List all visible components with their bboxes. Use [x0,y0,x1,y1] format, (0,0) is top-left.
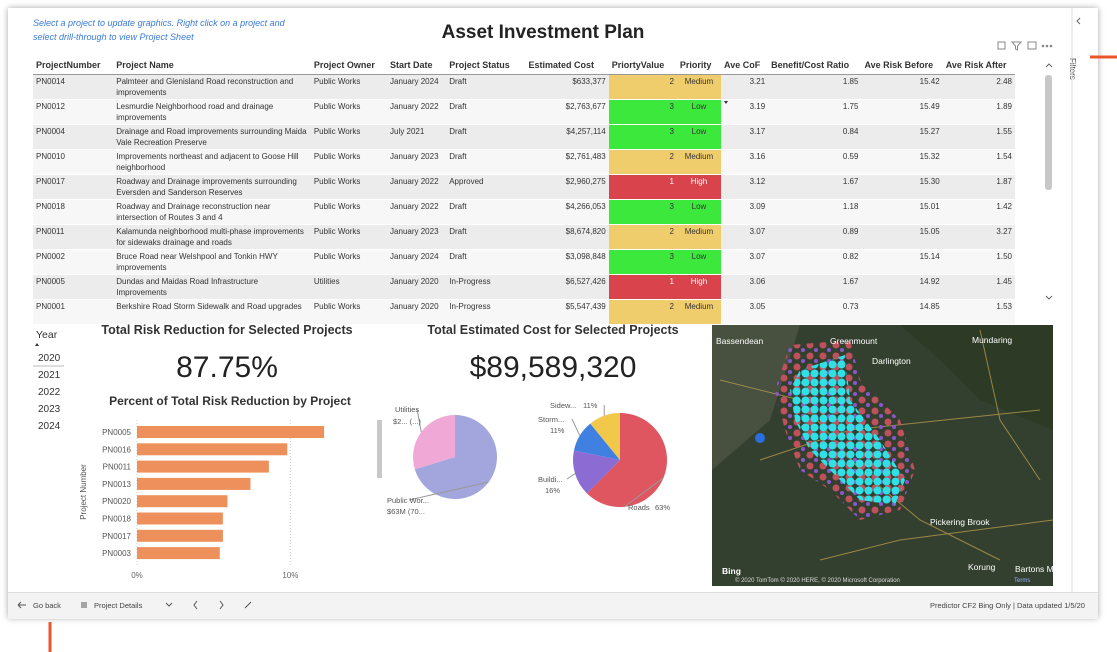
leader-line [567,474,575,479]
pie-label: Buildi... [538,475,563,484]
bar[interactable] [137,495,227,507]
bar[interactable] [137,443,287,455]
pie-label: Public Wor... [387,496,429,505]
map-label: Korung [968,562,996,572]
bar[interactable] [137,461,269,473]
scrollbar-thumb[interactable] [377,420,382,478]
pie-value-label: $2... (...) [393,417,421,426]
slicer-item[interactable]: 2020 [38,353,61,364]
y-axis-label: Project Number [79,464,88,520]
pie-value-label: 16% [545,486,560,495]
bar[interactable] [137,513,223,525]
scrollbar-thumb[interactable] [1045,75,1052,190]
bar[interactable] [137,426,324,438]
map-label: Bassendean [716,336,764,346]
pie-value-label: 11% [583,401,598,410]
map-label: Greenmount [830,336,878,346]
y-tick-label: PN0018 [102,515,131,524]
map-label: Pickering Brook [930,517,990,527]
map-label: Bartons Mill [1015,564,1060,574]
x-tick-label: 10% [282,571,298,580]
pie-value-label: 11% [550,426,565,435]
bar[interactable] [137,478,250,490]
bar[interactable] [137,547,220,559]
bar[interactable] [137,530,223,542]
slicer-title: Year [36,329,58,341]
visual-header-icons[interactable] [998,42,1052,50]
y-tick-label: PN0005 [102,428,131,437]
y-tick-label: PN0017 [102,532,131,541]
map-label: Mundaring [972,335,1012,345]
y-tick-label: PN0020 [102,497,131,506]
chart-title: Percent of Total Risk Reduction by Proje… [109,394,351,408]
map-attribution: © 2020 TomTom © 2020 HERE, © 2020 Micros… [735,577,900,584]
sort-indicator [724,101,728,104]
collapse-icon[interactable] [1077,18,1080,24]
map-label: Bing [722,566,741,576]
sort-indicator [35,343,39,346]
card-title: Total Estimated Cost for Selected Projec… [427,323,678,337]
card-title: Total Risk Reduction for Selected Projec… [101,323,352,337]
map-label: Darlington [872,356,911,366]
x-tick-label: 0% [131,571,143,580]
footer-icons[interactable] [18,601,251,609]
pie-label: Roads [628,503,650,512]
slicer-item[interactable]: 2023 [38,404,61,415]
slicer-item[interactable]: 2021 [38,370,61,381]
leader-line [572,419,580,436]
slicer-item[interactable]: 2022 [38,387,61,398]
pie-label: Utilities [395,405,419,414]
card-value: 87.75% [176,351,278,384]
card-value: $89,589,320 [470,351,637,384]
y-tick-label: PN0016 [102,445,131,454]
visuals: Bassendean Greenmount Mundaring Darlingt… [0,0,1117,652]
page: {"instruction":"Select a project to upda… [0,0,1117,652]
pie-label: Sidew... [550,401,576,410]
pie-value-label: $63M (70... [387,507,425,516]
pie-value-label: 63% [655,503,670,512]
y-tick-label: PN0013 [102,480,131,489]
map-terms[interactable]: Terms [1014,578,1030,584]
y-tick-label: PN0003 [102,549,131,558]
y-tick-label: PN0011 [103,463,132,472]
slicer-item[interactable]: 2024 [38,421,61,432]
pie-label: Storm... [538,415,564,424]
